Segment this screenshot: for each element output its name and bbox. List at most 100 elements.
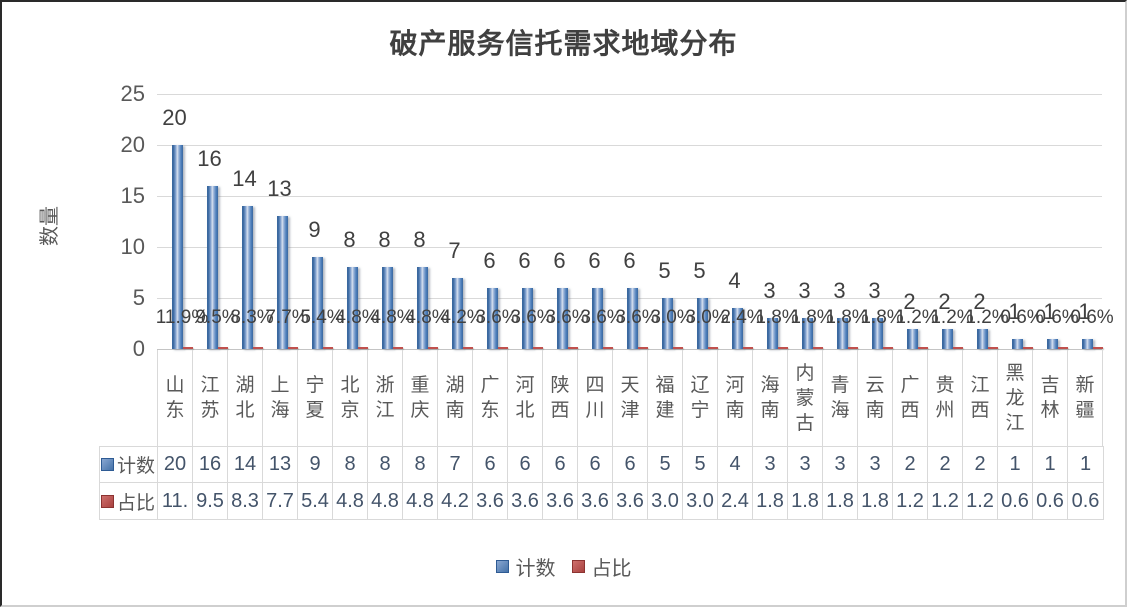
table-cell: 1 [998, 447, 1033, 483]
percent-bar[interactable] [603, 346, 613, 349]
table-cell: 6 [543, 447, 578, 483]
table-cell: 3.6 [578, 483, 613, 519]
count-bar[interactable] [767, 318, 778, 349]
table-cell: 4.8 [403, 483, 438, 519]
percent-bar[interactable] [358, 346, 368, 349]
count-bar[interactable] [382, 267, 393, 349]
table-cell: 3.6 [473, 483, 508, 519]
count-bar[interactable] [172, 145, 183, 349]
percent-bar[interactable] [1058, 346, 1068, 349]
percent-bar[interactable] [673, 346, 683, 349]
count-bar[interactable] [837, 318, 848, 349]
count-data-label: 8 [343, 227, 356, 253]
percent-bar[interactable] [323, 346, 333, 349]
count-bar[interactable] [872, 318, 883, 349]
percent-bar[interactable] [743, 346, 753, 349]
count-data-label: 6 [553, 247, 566, 273]
count-data-label: 1 [1043, 298, 1056, 324]
count-bar[interactable] [1082, 338, 1093, 349]
percent-data-label: 4.8% [405, 307, 449, 328]
count-bar[interactable] [1047, 338, 1058, 349]
count-bar[interactable] [627, 287, 638, 349]
percent-bar[interactable] [218, 346, 228, 349]
percent-bar[interactable] [988, 346, 998, 349]
category-cell: 天津 [613, 350, 648, 446]
percent-bar[interactable] [1093, 346, 1103, 349]
table-cell: 2 [928, 447, 963, 483]
percent-data-label: 3.0% [685, 307, 729, 328]
category-label: 天津 [620, 375, 640, 421]
count-bar[interactable] [312, 257, 323, 349]
percent-bar[interactable] [708, 346, 718, 349]
percent-bar[interactable] [953, 346, 963, 349]
percent-bar[interactable] [498, 346, 508, 349]
percent-bar[interactable] [253, 346, 263, 349]
count-bar[interactable] [487, 287, 498, 349]
percent-bar[interactable] [463, 346, 473, 349]
count-bar[interactable] [207, 185, 218, 349]
percent-bar[interactable] [183, 346, 193, 349]
legend-item-percent[interactable]: 占比 [571, 552, 632, 581]
table-cell: 1 [1033, 447, 1068, 483]
percent-bar[interactable] [1023, 346, 1033, 349]
percent-bar[interactable] [393, 346, 403, 349]
count-data-label: 3 [833, 278, 846, 304]
percent-bar[interactable] [638, 346, 648, 349]
category-label: 云南 [865, 375, 885, 421]
count-bar[interactable] [452, 277, 463, 349]
count-data-label: 5 [693, 258, 706, 283]
table-cell: 1.2 [928, 483, 963, 519]
percent-bar[interactable] [568, 346, 578, 349]
percent-data-label: 1.8% [790, 307, 834, 328]
count-data-label: 16 [197, 145, 222, 171]
count-data-label: 5 [658, 258, 671, 283]
table-cell: 8.3 [228, 483, 263, 519]
count-bar[interactable] [802, 318, 813, 349]
percent-bar[interactable] [848, 346, 858, 349]
count-bar[interactable] [732, 308, 743, 349]
y-tick-label: 5 [132, 285, 145, 310]
percent-bar[interactable] [813, 346, 823, 349]
category-cell: 江苏 [193, 350, 228, 446]
count-data-label: 3 [868, 278, 881, 304]
table-key-label: 计数 [117, 456, 156, 477]
table-cell: 3.6 [613, 483, 648, 519]
percent-bar[interactable] [428, 346, 438, 349]
count-bar[interactable] [522, 287, 533, 349]
count-data-label: 20 [162, 105, 187, 130]
count-bar[interactable] [347, 267, 358, 349]
category-label: 广西 [900, 375, 920, 421]
percent-bar[interactable] [288, 346, 298, 349]
count-data-label: 2 [973, 288, 986, 314]
count-bar[interactable] [417, 267, 428, 349]
count-bar[interactable] [1012, 338, 1023, 349]
category-label: 福建 [655, 375, 675, 421]
percent-data-label: 1.2% [965, 307, 1009, 328]
percent-bar[interactable] [918, 346, 928, 349]
percent-bar[interactable] [533, 346, 543, 349]
count-bar[interactable] [557, 287, 568, 349]
percent-data-label: 0.6% [1000, 307, 1044, 328]
count-bar[interactable] [942, 328, 953, 349]
table-cell: 1.8 [823, 483, 858, 519]
table-cell: 5.4 [298, 483, 333, 519]
count-bar[interactable] [977, 328, 988, 349]
count-bar[interactable] [277, 216, 288, 349]
count-bar[interactable] [592, 287, 603, 349]
table-cell: 4 [718, 447, 753, 483]
category-cell: 河南 [718, 350, 753, 446]
table-cell: 3 [823, 447, 858, 483]
count-bar[interactable] [242, 206, 253, 349]
legend-item-count[interactable]: 计数 [495, 552, 556, 581]
count-bar[interactable] [907, 328, 918, 349]
count-bar[interactable] [662, 298, 673, 349]
percent-bar[interactable] [883, 346, 893, 349]
percent-bar[interactable] [778, 346, 788, 349]
category-cell: 河北 [508, 350, 543, 446]
count-bar[interactable] [697, 298, 708, 349]
percent-data-label: 0.6% [1035, 307, 1079, 328]
table-cell: 3 [788, 447, 823, 483]
category-label: 吉林 [1040, 375, 1060, 421]
count-data-label: 7 [448, 237, 461, 263]
